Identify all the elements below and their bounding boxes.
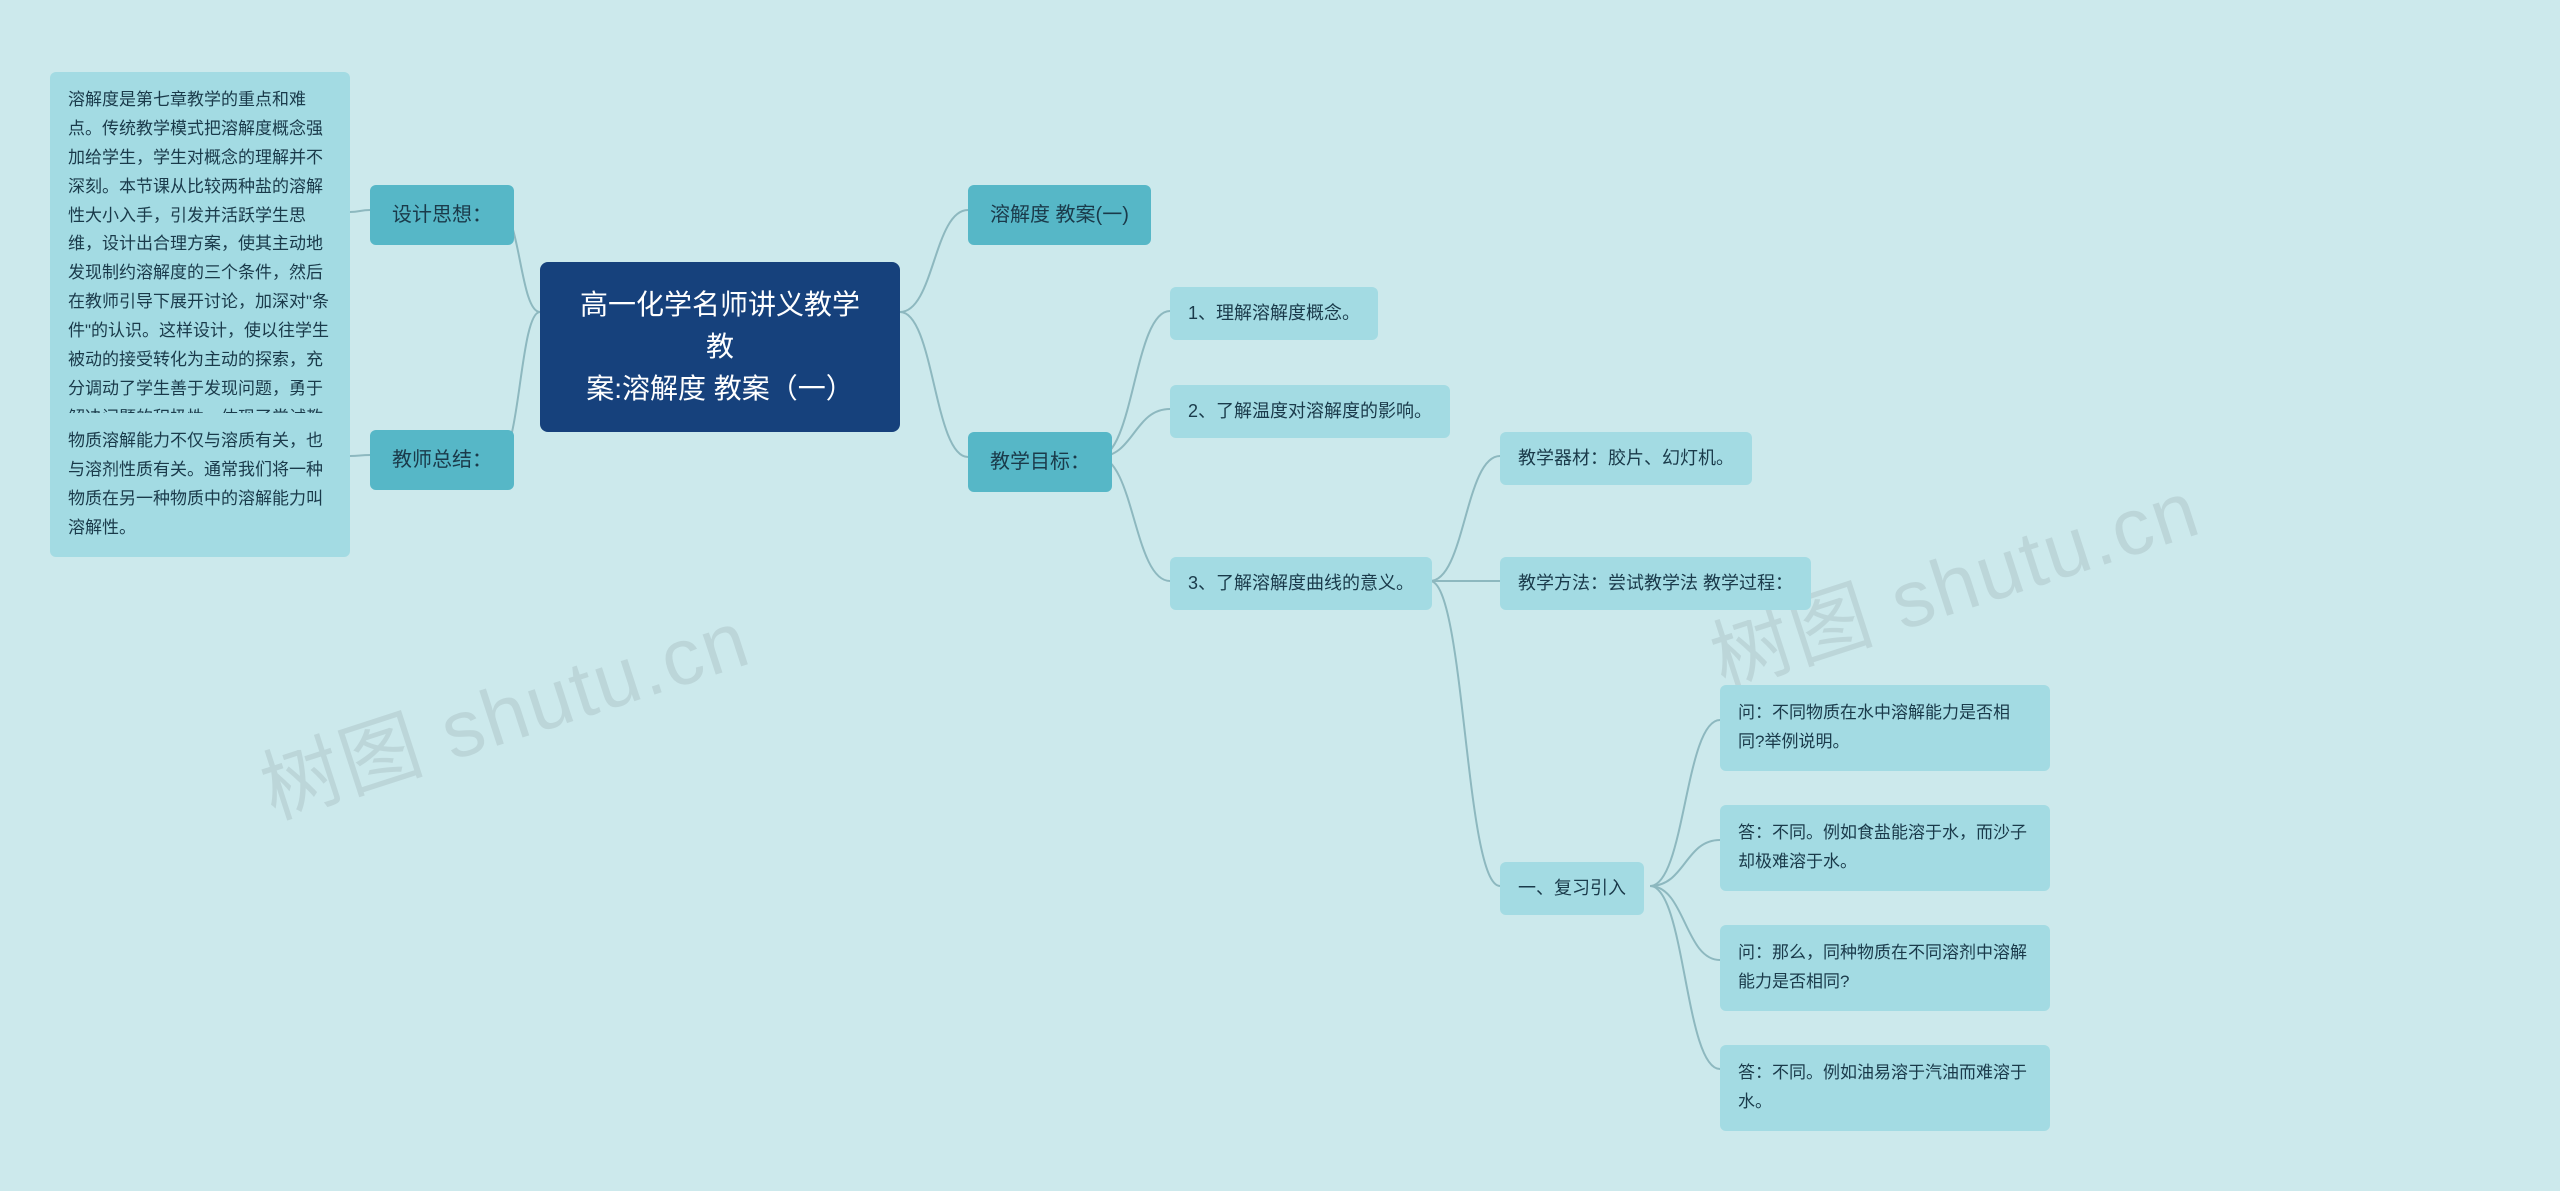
goal-2-label: 2、了解温度对溶解度的影响。 (1188, 401, 1432, 421)
qa-2-node: 答：不同。例如食盐能溶于水，而沙子却极难溶于水。 (1720, 805, 2050, 891)
goal-3-node[interactable]: 3、了解溶解度曲线的意义。 (1170, 557, 1432, 610)
teaching-goals-label: 教学目标： (990, 451, 1090, 473)
qa-1-node: 问：不同物质在水中溶解能力是否相同?举例说明。 (1720, 685, 2050, 771)
qa-1-text: 问：不同物质在水中溶解能力是否相同?举例说明。 (1738, 703, 2010, 751)
design-ideas-node[interactable]: 设计思想： (370, 185, 514, 245)
goal-1-node[interactable]: 1、理解溶解度概念。 (1170, 287, 1378, 340)
lesson-title-label: 溶解度 教案(一) (990, 204, 1129, 226)
goal-2-node[interactable]: 2、了解温度对溶解度的影响。 (1170, 385, 1450, 438)
teacher-summary-text: 物质溶解能力不仅与溶质有关，也与溶剂性质有关。通常我们将一种物质在另一种物质中的… (68, 431, 323, 537)
root-line2: 案:溶解度 教案（一） (586, 373, 854, 404)
root-node[interactable]: 高一化学名师讲义教学教 案:溶解度 教案（一） (540, 262, 900, 432)
qa-2-text: 答：不同。例如食盐能溶于水，而沙子却极难溶于水。 (1738, 823, 2027, 871)
design-ideas-label: 设计思想： (392, 204, 492, 226)
review-intro-node[interactable]: 一、复习引入 (1500, 862, 1644, 915)
method-label: 教学方法：尝试教学法 教学过程： (1518, 573, 1793, 593)
goal-3-label: 3、了解溶解度曲线的意义。 (1188, 573, 1414, 593)
qa-3-text: 问：那么，同种物质在不同溶剂中溶解能力是否相同? (1738, 943, 2027, 991)
teacher-summary-node[interactable]: 教师总结： (370, 430, 514, 490)
teacher-summary-body: 物质溶解能力不仅与溶质有关，也与溶剂性质有关。通常我们将一种物质在另一种物质中的… (50, 413, 350, 557)
qa-3-node: 问：那么，同种物质在不同溶剂中溶解能力是否相同? (1720, 925, 2050, 1011)
goal-1-label: 1、理解溶解度概念。 (1188, 303, 1360, 323)
qa-4-text: 答：不同。例如油易溶于汽油而难溶于水。 (1738, 1063, 2027, 1111)
teaching-goals-node[interactable]: 教学目标： (968, 432, 1112, 492)
method-node[interactable]: 教学方法：尝试教学法 教学过程： (1500, 557, 1811, 610)
equipment-label: 教学器材：胶片、幻灯机。 (1518, 448, 1734, 468)
watermark: 树图 shutu.cn (244, 575, 762, 842)
review-intro-label: 一、复习引入 (1518, 878, 1626, 898)
equipment-node[interactable]: 教学器材：胶片、幻灯机。 (1500, 432, 1752, 485)
root-line1: 高一化学名师讲义教学教 (580, 289, 860, 362)
teacher-summary-label: 教师总结： (392, 449, 492, 471)
qa-4-node: 答：不同。例如油易溶于汽油而难溶于水。 (1720, 1045, 2050, 1131)
lesson-title-node[interactable]: 溶解度 教案(一) (968, 185, 1151, 245)
